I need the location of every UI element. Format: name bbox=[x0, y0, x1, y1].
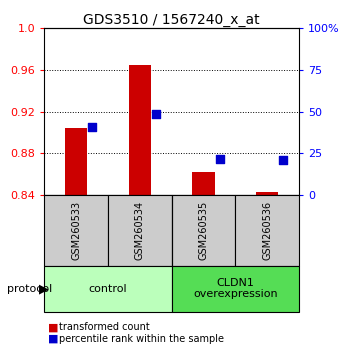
Bar bbox=[256, 192, 278, 195]
Text: protocol: protocol bbox=[7, 284, 52, 293]
Bar bbox=[192, 172, 215, 195]
Title: GDS3510 / 1567240_x_at: GDS3510 / 1567240_x_at bbox=[83, 13, 260, 27]
Text: CLDN1
overexpression: CLDN1 overexpression bbox=[193, 278, 278, 299]
Text: percentile rank within the sample: percentile rank within the sample bbox=[59, 334, 224, 344]
Text: transformed count: transformed count bbox=[59, 322, 150, 332]
Text: GSM260536: GSM260536 bbox=[262, 200, 272, 260]
Text: control: control bbox=[89, 284, 127, 293]
Bar bbox=[65, 128, 87, 195]
Point bbox=[153, 111, 158, 116]
Bar bbox=[129, 65, 151, 195]
Bar bbox=[44, 266, 172, 312]
Text: GSM260534: GSM260534 bbox=[135, 200, 145, 260]
Bar bbox=[172, 195, 235, 266]
Point bbox=[280, 158, 286, 163]
Text: GSM260533: GSM260533 bbox=[71, 200, 81, 260]
Text: ■: ■ bbox=[48, 322, 58, 332]
Bar bbox=[44, 195, 108, 266]
Point bbox=[89, 124, 95, 130]
Bar bbox=[108, 195, 172, 266]
Bar bbox=[172, 266, 299, 312]
Bar bbox=[235, 195, 299, 266]
Text: GSM260535: GSM260535 bbox=[199, 200, 208, 260]
Text: ▶: ▶ bbox=[39, 282, 49, 295]
Point bbox=[217, 156, 222, 162]
Text: ■: ■ bbox=[48, 334, 58, 344]
